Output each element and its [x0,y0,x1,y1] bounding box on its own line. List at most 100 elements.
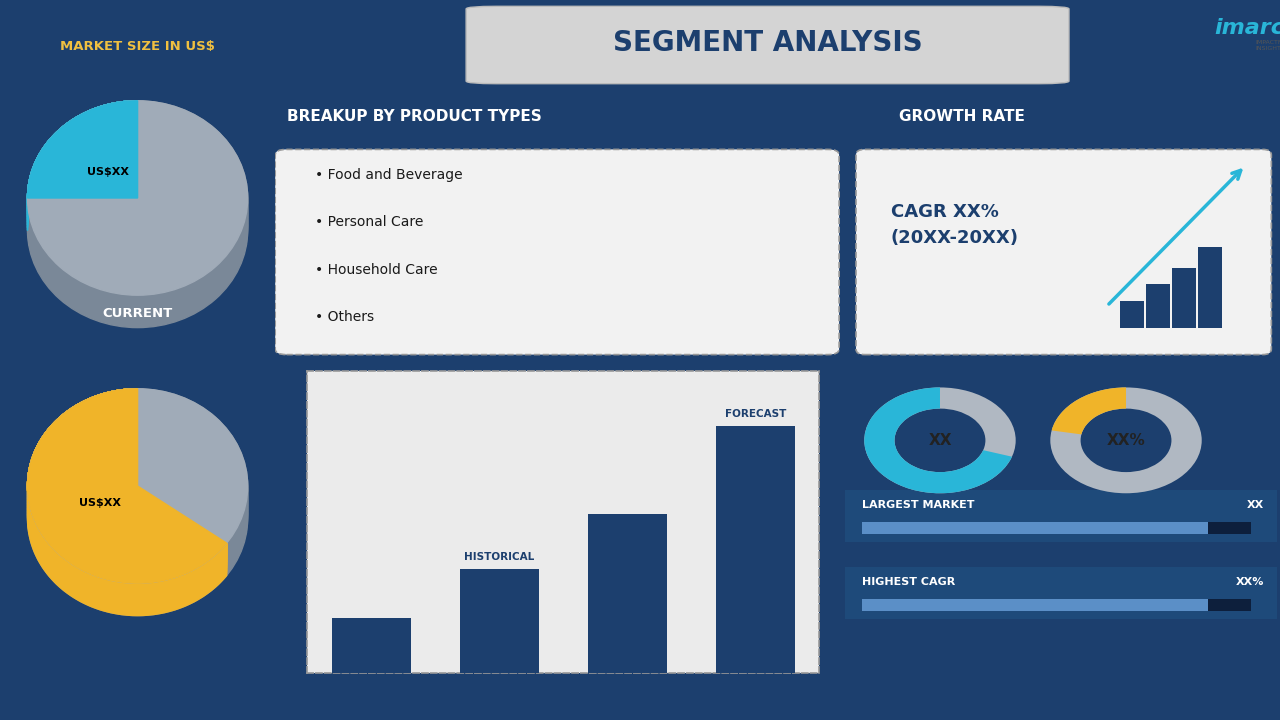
Wedge shape [1051,387,1202,493]
Text: LARGEST MARKET: LARGEST MARKET [863,500,974,510]
Ellipse shape [28,395,248,589]
Ellipse shape [28,114,248,309]
Polygon shape [27,101,138,225]
FancyBboxPatch shape [1172,268,1196,328]
Ellipse shape [28,120,248,314]
Ellipse shape [28,122,248,317]
Ellipse shape [28,397,248,591]
Ellipse shape [28,389,248,583]
FancyBboxPatch shape [845,490,1277,541]
FancyBboxPatch shape [1120,301,1144,328]
Bar [332,618,411,673]
Text: HIGHEST CAGR: HIGHEST CAGR [863,577,955,587]
Ellipse shape [28,405,248,599]
Polygon shape [27,101,138,198]
Wedge shape [864,387,1016,493]
Ellipse shape [28,133,248,328]
Polygon shape [27,101,138,215]
Polygon shape [28,389,227,605]
Text: BREAKUP BY PRODUCT TYPES: BREAKUP BY PRODUCT TYPES [287,109,541,124]
Bar [588,514,667,673]
Polygon shape [27,101,138,206]
Polygon shape [27,101,138,222]
Text: • Personal Care: • Personal Care [315,215,424,229]
Text: US$XX: US$XX [79,498,122,508]
Wedge shape [1052,387,1126,434]
FancyBboxPatch shape [863,522,1208,534]
Polygon shape [28,389,227,613]
Text: GROWTH RATE: GROWTH RATE [900,109,1025,124]
Polygon shape [27,101,138,198]
Ellipse shape [28,101,248,295]
Ellipse shape [28,109,248,303]
Polygon shape [28,389,227,616]
Ellipse shape [28,106,248,301]
Polygon shape [28,389,227,602]
Text: FORECAST: FORECAST [724,409,786,419]
Polygon shape [28,389,227,597]
FancyBboxPatch shape [1198,246,1221,328]
Polygon shape [28,389,227,591]
Polygon shape [28,389,227,610]
Text: imarc: imarc [1215,18,1280,38]
Text: IMPACTFUL
INSIGHTS: IMPACTFUL INSIGHTS [1254,40,1280,51]
FancyBboxPatch shape [1208,599,1252,611]
Ellipse shape [28,421,248,616]
Text: MARKET SIZE IN US$: MARKET SIZE IN US$ [60,40,215,53]
Text: • Food and Beverage: • Food and Beverage [315,168,462,182]
Polygon shape [28,389,227,588]
FancyBboxPatch shape [1146,284,1170,328]
Polygon shape [28,389,227,586]
Text: XX: XX [1247,500,1265,510]
FancyBboxPatch shape [275,149,840,355]
Ellipse shape [28,117,248,311]
Text: FORECAST: FORECAST [99,595,177,608]
Ellipse shape [28,389,248,583]
Bar [460,569,539,673]
Polygon shape [28,389,227,608]
Ellipse shape [28,408,248,602]
Polygon shape [27,101,138,230]
Text: CURRENT: CURRENT [102,307,173,320]
Text: • Others: • Others [315,310,374,324]
Text: HISTORICAL: HISTORICAL [465,552,534,562]
Text: SEGMENT ANALYSIS: SEGMENT ANALYSIS [613,30,923,57]
Ellipse shape [28,127,248,323]
Ellipse shape [28,392,248,586]
Wedge shape [864,387,1012,493]
Text: • Household Care: • Household Care [315,263,438,276]
Ellipse shape [28,125,248,320]
Polygon shape [27,101,138,220]
Ellipse shape [28,415,248,610]
Ellipse shape [28,112,248,306]
Text: XX%: XX% [1107,433,1146,448]
Polygon shape [27,101,138,217]
Bar [716,426,795,673]
Ellipse shape [28,410,248,605]
FancyBboxPatch shape [845,567,1277,618]
Polygon shape [27,101,138,201]
Ellipse shape [28,101,248,295]
Ellipse shape [28,400,248,594]
Polygon shape [27,101,138,203]
Text: CAGR XX%
(20XX-20XX): CAGR XX% (20XX-20XX) [891,203,1019,247]
Polygon shape [28,389,227,599]
FancyBboxPatch shape [1208,522,1252,534]
Polygon shape [28,389,227,583]
Polygon shape [28,389,227,594]
FancyBboxPatch shape [466,6,1069,84]
Ellipse shape [28,402,248,597]
Text: US$XX: US$XX [87,167,129,177]
Ellipse shape [28,413,248,608]
Ellipse shape [28,418,248,613]
Ellipse shape [28,104,248,298]
Polygon shape [27,101,138,228]
FancyBboxPatch shape [863,599,1208,611]
Polygon shape [28,389,227,583]
Polygon shape [27,101,138,209]
FancyBboxPatch shape [856,149,1271,355]
Text: XX%: XX% [1236,577,1265,587]
Text: XX: XX [928,433,952,448]
Ellipse shape [28,130,248,325]
Polygon shape [27,101,138,212]
